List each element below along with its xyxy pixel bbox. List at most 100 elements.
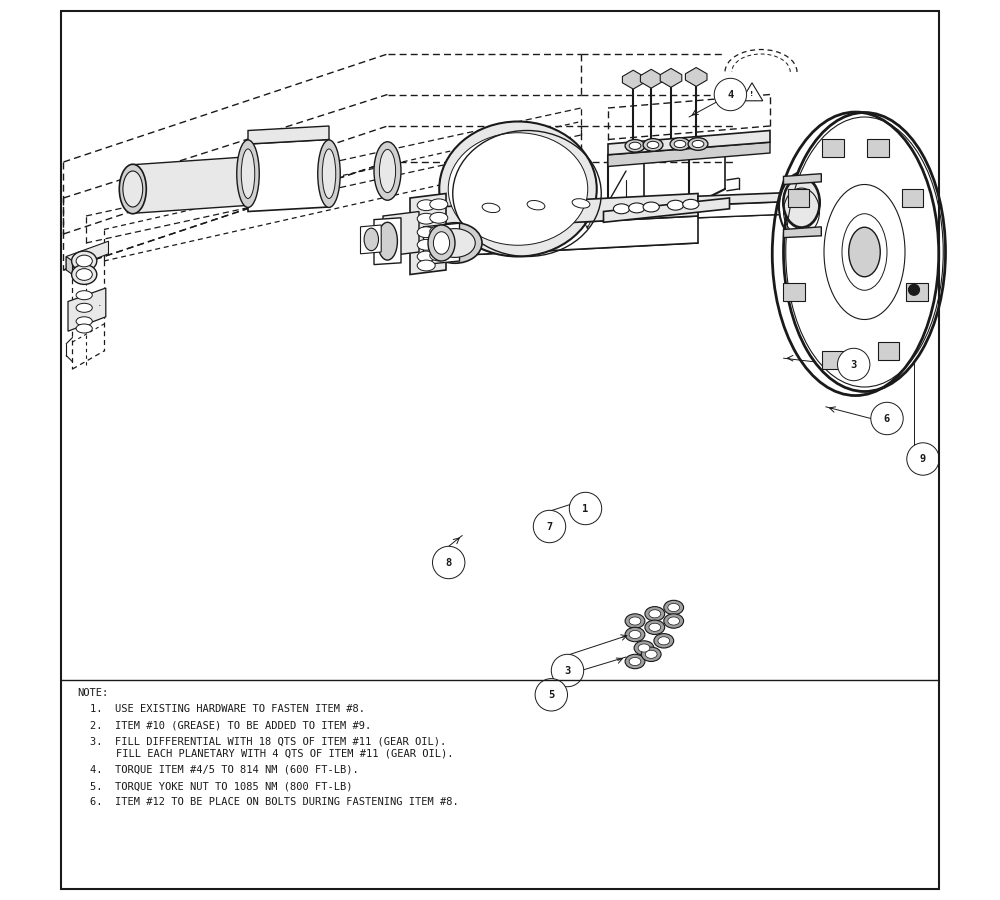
- Polygon shape: [741, 83, 763, 101]
- Polygon shape: [784, 227, 821, 238]
- Ellipse shape: [668, 603, 680, 612]
- Ellipse shape: [649, 623, 661, 632]
- Text: NOTE:: NOTE:: [77, 688, 108, 698]
- Polygon shape: [902, 189, 923, 207]
- Ellipse shape: [417, 213, 435, 224]
- Polygon shape: [66, 241, 108, 270]
- Ellipse shape: [430, 212, 448, 223]
- Polygon shape: [68, 288, 106, 331]
- Ellipse shape: [379, 149, 396, 193]
- Ellipse shape: [674, 140, 686, 148]
- Polygon shape: [608, 142, 770, 166]
- Polygon shape: [878, 342, 899, 360]
- Ellipse shape: [643, 139, 663, 151]
- Ellipse shape: [439, 122, 597, 256]
- Ellipse shape: [76, 324, 92, 333]
- Polygon shape: [788, 189, 809, 207]
- Ellipse shape: [364, 228, 378, 250]
- Ellipse shape: [430, 199, 448, 210]
- Text: 1: 1: [582, 503, 589, 514]
- Ellipse shape: [638, 644, 650, 652]
- Ellipse shape: [658, 637, 670, 644]
- Ellipse shape: [572, 199, 590, 208]
- Text: 9: 9: [920, 454, 926, 464]
- Polygon shape: [608, 130, 770, 155]
- Circle shape: [569, 492, 602, 525]
- Text: 1.  USE EXISTING HARDWARE TO FASTEN ITEM #8.: 1. USE EXISTING HARDWARE TO FASTEN ITEM …: [90, 704, 366, 714]
- Ellipse shape: [76, 291, 92, 300]
- Ellipse shape: [430, 250, 448, 261]
- Ellipse shape: [625, 654, 645, 669]
- Ellipse shape: [417, 251, 435, 262]
- Ellipse shape: [629, 630, 641, 639]
- Ellipse shape: [613, 203, 630, 214]
- Circle shape: [432, 546, 465, 579]
- Polygon shape: [360, 225, 381, 254]
- Ellipse shape: [647, 141, 659, 149]
- Ellipse shape: [629, 142, 641, 149]
- Text: 6.  ITEM #12 TO BE PLACE ON BOLTS DURING FASTENING ITEM #8.: 6. ITEM #12 TO BE PLACE ON BOLTS DURING …: [90, 797, 459, 807]
- Polygon shape: [784, 174, 821, 184]
- Polygon shape: [133, 151, 329, 213]
- Polygon shape: [604, 198, 730, 222]
- Ellipse shape: [417, 260, 435, 271]
- Ellipse shape: [625, 614, 645, 628]
- Ellipse shape: [784, 112, 946, 392]
- Text: ·: ·: [98, 301, 101, 311]
- Text: FILL EACH PLANETARY WITH 4 QTS OF ITEM #11 (GEAR OIL).: FILL EACH PLANETARY WITH 4 QTS OF ITEM #…: [116, 749, 453, 759]
- Ellipse shape: [688, 138, 708, 150]
- Ellipse shape: [123, 171, 143, 207]
- Polygon shape: [698, 202, 788, 218]
- Ellipse shape: [634, 641, 654, 655]
- Text: 4: 4: [727, 89, 734, 100]
- Ellipse shape: [374, 141, 401, 201]
- Polygon shape: [622, 70, 644, 89]
- Polygon shape: [822, 140, 844, 158]
- Circle shape: [551, 654, 584, 687]
- Ellipse shape: [119, 164, 146, 214]
- Ellipse shape: [625, 627, 645, 642]
- Polygon shape: [698, 193, 788, 205]
- Circle shape: [535, 679, 568, 711]
- Text: 8: 8: [446, 557, 452, 568]
- Ellipse shape: [322, 148, 336, 198]
- Text: 3: 3: [851, 359, 857, 370]
- Text: 6: 6: [884, 413, 890, 424]
- Ellipse shape: [645, 607, 665, 621]
- Ellipse shape: [76, 303, 92, 312]
- Ellipse shape: [779, 171, 833, 243]
- Text: !: !: [750, 91, 754, 96]
- Polygon shape: [437, 216, 698, 256]
- Ellipse shape: [645, 620, 665, 634]
- Ellipse shape: [629, 657, 641, 666]
- Circle shape: [714, 78, 747, 111]
- Polygon shape: [66, 256, 72, 274]
- Ellipse shape: [683, 199, 699, 210]
- Circle shape: [533, 510, 566, 543]
- Text: 3.  FILL DIFFERENTIAL WITH 18 QTS OF ITEM #11 (GEAR OIL).: 3. FILL DIFFERENTIAL WITH 18 QTS OF ITEM…: [90, 736, 447, 746]
- Polygon shape: [822, 350, 844, 368]
- Ellipse shape: [76, 317, 92, 326]
- Ellipse shape: [448, 132, 588, 245]
- Ellipse shape: [645, 650, 657, 659]
- Polygon shape: [424, 223, 460, 265]
- Polygon shape: [867, 140, 889, 158]
- Ellipse shape: [428, 223, 482, 263]
- Polygon shape: [640, 69, 662, 88]
- Ellipse shape: [667, 200, 684, 210]
- Polygon shape: [374, 218, 401, 265]
- Ellipse shape: [668, 617, 680, 625]
- Ellipse shape: [72, 265, 97, 284]
- Ellipse shape: [378, 222, 397, 260]
- Polygon shape: [248, 126, 329, 144]
- Ellipse shape: [318, 140, 340, 207]
- Ellipse shape: [433, 231, 450, 254]
- Ellipse shape: [241, 148, 255, 198]
- Circle shape: [871, 402, 903, 435]
- Ellipse shape: [670, 138, 690, 150]
- Ellipse shape: [654, 634, 674, 648]
- Polygon shape: [783, 284, 805, 302]
- Polygon shape: [437, 194, 698, 230]
- Text: 4.  TORQUE ITEM #4/5 TO 814 NM (600 FT-LB).: 4. TORQUE ITEM #4/5 TO 814 NM (600 FT-LB…: [90, 765, 359, 775]
- Polygon shape: [660, 68, 682, 87]
